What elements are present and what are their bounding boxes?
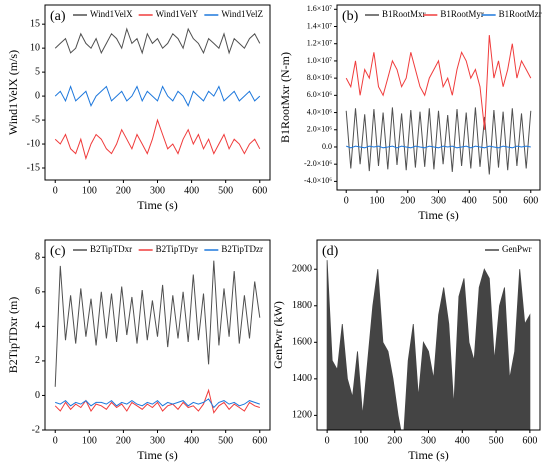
x-tick-label: 300 [431,195,446,206]
y-tick-label: 1.0×10⁷ [307,56,333,65]
line [55,398,260,409]
line [345,35,532,130]
legend-label: B1RootMzr [499,9,542,19]
legend-label: Wind1VelY [156,9,199,19]
plot [345,35,532,175]
y-tick-label: 1.6×10⁷ [307,4,333,13]
x-tick-label: 100 [353,435,368,446]
x-tick-label: 300 [150,185,165,196]
x-tick-label: 500 [218,185,233,196]
y-tick-label: 1.2×10⁷ [307,39,333,48]
line [54,85,261,107]
legend-label: Wind1VelZ [221,9,263,19]
y-tick-label: 4 [35,321,40,332]
panel-label: (d) [322,244,339,259]
y-tick-label: 1800 [292,300,312,311]
y-tick-label: 2.0×10⁶ [307,125,333,134]
panel-label: (a) [50,9,66,24]
frame [44,4,271,181]
x-tick-label: 600 [252,435,267,446]
y-tick-label: 4.0×10⁶ [307,107,333,116]
y-tick-label: 1.4×10⁷ [307,21,333,30]
legend-label: Wind1VelX [90,9,133,19]
y-tick-label: 8 [35,252,40,263]
x-tick-label: 400 [462,195,477,206]
x-tick-label: 0 [53,185,58,196]
y-tick-label: 6 [35,286,40,297]
frame [336,4,541,191]
x-tick-label: 600 [252,185,267,196]
x-tick-label: 500 [218,435,233,446]
x-tick-label: 200 [116,185,131,196]
y-axis-label: B1RootMxr (N-m) [278,52,292,143]
x-tick-label: 500 [489,435,504,446]
x-tick-label: 0 [325,435,330,446]
legend-label: B1RootMxr [382,9,426,19]
y-tick-label: 1600 [292,337,312,348]
line [346,145,531,149]
line [54,118,261,161]
plot [54,260,261,414]
x-axis-label: Time (s) [137,198,178,212]
x-tick-label: 200 [116,435,131,446]
line [54,260,261,387]
y-tick-label: 10 [30,42,40,53]
x-tick-label: 400 [184,185,199,196]
x-tick-label: 0 [344,195,349,206]
panel-label: (c) [50,244,66,259]
legend-label: B2TipTDxr [90,244,132,254]
y-tick-label: -15 [27,162,40,173]
y-axis-label: Wind1VelX (m/s) [6,50,20,135]
x-tick-label: 500 [493,195,508,206]
x-tick-label: 300 [150,435,165,446]
x-tick-label: 600 [522,435,537,446]
x-tick-label: 100 [82,185,97,196]
line [345,107,532,175]
y-tick-label: 6.0×10⁶ [307,90,333,99]
y-tick-label: 8.0×10⁶ [307,73,333,82]
x-tick-label: 200 [400,195,415,206]
y-axis-label: B2TipTDxr (m) [6,297,20,374]
y-tick-label: 2 [35,355,40,366]
y-tick-label: -4.0×10⁶ [304,176,332,185]
y-tick-label: 0 [35,390,40,401]
plot [326,260,531,430]
x-tick-label: 300 [421,435,436,446]
legend-label: B2TipTDyr [156,244,198,254]
plot [54,27,261,161]
x-axis-label: Time (s) [137,448,178,462]
y-tick-label: 0.0 [322,142,332,151]
x-tick-label: 0 [53,435,58,446]
y-tick-label: -5 [32,114,40,125]
y-axis-label: GenPwr (kW) [271,301,285,369]
y-tick-label: 2000 [292,264,312,275]
legend-label: B2TipTDzr [221,244,263,254]
y-tick-label: -10 [27,138,40,149]
legend-label: B1RootMyr [440,9,484,19]
area [326,260,531,430]
x-tick-label: 100 [82,435,97,446]
y-tick-label: 1400 [292,373,312,384]
panel-label: (b) [342,9,359,24]
x-tick-label: 400 [184,435,199,446]
y-tick-label: -2.0×10⁶ [304,159,332,168]
line [54,388,260,414]
x-tick-label: 200 [387,435,402,446]
x-tick-label: 100 [369,195,384,206]
y-tick-label: 0 [35,90,40,101]
line [54,27,261,55]
x-axis-label: Time (s) [418,208,459,222]
y-tick-label: 1200 [292,410,312,421]
y-tick-label: -2 [32,424,40,435]
x-axis-label: Time (s) [408,448,449,462]
y-tick-label: 15 [30,18,40,29]
y-tick-label: 5 [35,66,40,77]
x-tick-label: 600 [523,195,538,206]
x-tick-label: 400 [455,435,470,446]
legend-label: GenPwr [502,244,532,254]
